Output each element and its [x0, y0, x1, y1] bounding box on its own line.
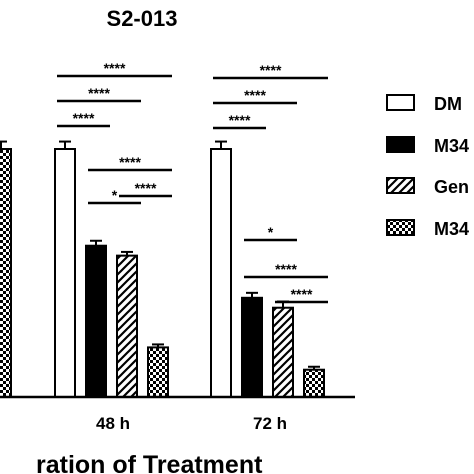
x-axis-label: ration of Treatment: [36, 451, 263, 474]
bar-72h-series-4: [303, 365, 325, 399]
significance-bracket: ****: [213, 62, 328, 80]
bar: [0, 148, 12, 398]
significance-bracket: *: [244, 224, 297, 242]
significance-bracket: ****: [213, 87, 297, 105]
significance-bracket: ****: [57, 110, 110, 128]
bar-72h-series-3: [272, 300, 294, 398]
bar: [210, 148, 232, 398]
legend-swatch-1: [386, 94, 415, 111]
significance-label: ****: [104, 60, 126, 76]
significance-bracket: ****: [88, 154, 172, 172]
significance-label: ****: [260, 62, 282, 78]
bar: [85, 244, 107, 398]
legend-label-2: M34: [434, 136, 469, 156]
significance-label: *: [112, 187, 118, 203]
x-tick-label-72h: 72 h: [253, 414, 287, 433]
significance-bracket: ****: [244, 261, 328, 279]
significance-bracket: *: [88, 187, 141, 205]
significance-label: ****: [73, 110, 95, 126]
significance-bracket: ****: [213, 112, 266, 130]
bar: [147, 346, 169, 398]
legend-swatch-2: [386, 136, 415, 153]
bar-partial-left: [0, 140, 12, 398]
bar-48h-series-2: [85, 239, 107, 398]
bar: [272, 306, 294, 398]
bar-72h-series-1: [210, 140, 232, 398]
significance-layer: ****************************************…: [57, 60, 328, 304]
significance-bracket: ****: [275, 286, 328, 304]
legend: DM M34 Gen M34: [386, 94, 469, 239]
legend-label-4: M34: [434, 219, 469, 239]
legend-label-3: Gen: [434, 177, 469, 197]
significance-label: ****: [119, 154, 141, 170]
bar-72h-series-2: [241, 291, 263, 398]
bar-48h-series-1: [54, 140, 76, 398]
significance-label: ****: [275, 261, 297, 277]
bar: [241, 296, 263, 398]
legend-swatch-4: [386, 219, 415, 236]
significance-label: ****: [135, 180, 157, 196]
bar-48h-series-4: [147, 343, 169, 398]
significance-label: ****: [244, 87, 266, 103]
bar: [54, 148, 76, 398]
significance-bracket: ****: [119, 180, 172, 198]
significance-label: *: [268, 224, 274, 240]
chart-title: S2-013: [107, 6, 178, 31]
x-tick-label-48h: 48 h: [96, 414, 130, 433]
significance-label: ****: [291, 286, 313, 302]
significance-bracket: ****: [57, 60, 172, 78]
bar: [303, 368, 325, 399]
bar-48h-series-3: [116, 250, 138, 398]
legend-label-1: DM: [434, 94, 462, 114]
significance-label: ****: [88, 85, 110, 101]
significance-bracket: ****: [57, 85, 141, 103]
legend-swatch-3: [386, 177, 415, 194]
significance-label: ****: [229, 112, 251, 128]
bar: [116, 254, 138, 398]
